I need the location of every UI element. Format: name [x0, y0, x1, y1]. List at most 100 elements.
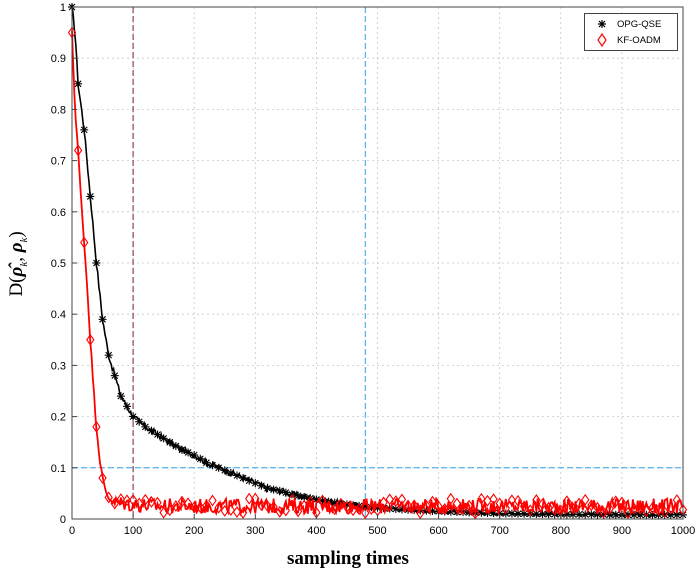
x-tick-label: 500 [368, 525, 386, 537]
data-point-opg-qse [80, 125, 89, 134]
y-tick-label: 0.5 [51, 258, 66, 270]
data-point-kf-oadm [183, 497, 193, 510]
data-point-opg-qse [74, 79, 83, 88]
data-point-kf-oadm [104, 491, 113, 504]
y-axis-label: D(ρ̂k, ρk) [6, 231, 30, 297]
data-point-opg-qse [220, 466, 229, 475]
legend-label-opg-qse: OPG-QSE [617, 18, 662, 30]
y-tick-label: 0 [60, 514, 66, 526]
data-point-kf-oadm [471, 507, 480, 520]
data-point-kf-oadm [422, 499, 431, 512]
data-point-kf-oadm [495, 497, 504, 510]
data-point-opg-qse [196, 454, 205, 463]
data-point-kf-oadm [568, 502, 578, 515]
data-point-kf-oadm [593, 501, 602, 514]
data-point-opg-qse [165, 438, 174, 447]
data-point-kf-oadm [214, 501, 223, 514]
data-point-kf-oadm [238, 506, 248, 519]
data-point-opg-qse [171, 442, 180, 451]
data-point-kf-oadm [452, 497, 462, 510]
data-point-kf-oadm [354, 503, 364, 516]
x-tick-label: 100 [124, 525, 142, 537]
data-point-kf-oadm [428, 495, 437, 508]
data-point-kf-oadm [550, 503, 559, 516]
data-point-kf-oadm [623, 506, 633, 519]
data-point-kf-oadm [458, 502, 468, 515]
data-point-kf-oadm [153, 496, 162, 509]
data-point-kf-oadm [538, 498, 547, 511]
x-tick-label: 200 [185, 525, 203, 537]
data-point-kf-oadm [190, 501, 199, 514]
y-tick-label: 0.3 [51, 360, 66, 372]
data-point-kf-oadm [440, 502, 449, 515]
data-point-opg-qse [269, 485, 278, 494]
data-point-kf-oadm [489, 493, 498, 506]
data-point-kf-oadm [263, 500, 272, 513]
data-point-kf-oadm [147, 495, 156, 508]
x-tick-label: 1000 [671, 525, 695, 537]
legend: OPG-QSE KF-OADM [584, 13, 678, 51]
data-point-kf-oadm [116, 493, 126, 506]
legend-item-opg-qse: OPG-QSE [589, 17, 661, 31]
data-point-opg-qse [147, 426, 156, 435]
data-point-opg-qse [275, 486, 284, 495]
x-tick-label: 0 [69, 525, 75, 537]
data-point-kf-oadm [251, 492, 260, 505]
data-point-kf-oadm [654, 504, 663, 517]
data-point-kf-oadm [507, 494, 517, 507]
data-point-kf-oadm [599, 506, 608, 519]
data-point-kf-oadm [574, 497, 584, 510]
data-point-opg-qse [159, 434, 168, 443]
data-point-opg-qse [239, 474, 248, 483]
data-point-kf-oadm [80, 236, 89, 249]
data-point-opg-qse [208, 461, 217, 470]
data-point-opg-qse [251, 479, 260, 488]
legend-item-kf-oadm: KF-OADM [589, 33, 661, 47]
data-point-kf-oadm [232, 506, 242, 519]
data-point-opg-qse [232, 471, 241, 480]
data-point-kf-oadm [446, 492, 455, 505]
y-tick-label: 0.4 [51, 309, 66, 321]
data-point-kf-oadm [434, 500, 443, 513]
data-point-kf-oadm [629, 502, 639, 515]
data-point-kf-oadm [562, 495, 572, 508]
data-point-kf-oadm [477, 492, 486, 505]
data-point-opg-qse [294, 491, 303, 500]
data-point-kf-oadm [330, 503, 339, 516]
y-tick-label: 1 [60, 2, 66, 14]
data-point-opg-qse [116, 392, 125, 401]
data-point-kf-oadm [135, 497, 144, 510]
data-point-kf-oadm [367, 503, 376, 515]
data-point-kf-oadm [526, 504, 535, 517]
data-point-kf-oadm [379, 496, 388, 509]
data-point-kf-oadm [159, 506, 168, 519]
data-point-kf-oadm [122, 494, 132, 507]
x-axis-ticks: 0 100 200 300 400 500 600 700 800 900 1000 [69, 514, 695, 537]
data-point-kf-oadm [128, 494, 138, 506]
data-point-opg-qse [226, 468, 235, 477]
legend-label-kf-oadm: KF-OADM [617, 34, 661, 46]
data-point-opg-qse [257, 481, 266, 490]
data-point-opg-qse [300, 492, 309, 501]
data-point-kf-oadm [165, 504, 174, 517]
x-tick-label: 300 [246, 525, 264, 537]
data-point-kf-oadm [501, 502, 510, 515]
data-point-kf-oadm [141, 493, 150, 506]
y-tick-label: 0.2 [51, 412, 66, 424]
data-point-opg-qse [153, 430, 162, 439]
diamond-marker-icon [597, 33, 607, 47]
data-point-kf-oadm [532, 494, 541, 506]
series-layer [67, 3, 688, 520]
data-point-kf-oadm [672, 494, 682, 507]
data-point-kf-oadm [171, 499, 181, 512]
data-point-kf-oadm [611, 495, 620, 508]
data-point-opg-qse [202, 458, 211, 467]
asterisk-marker-icon [598, 20, 606, 28]
data-point-opg-qse [135, 417, 144, 426]
y-tick-label: 0.1 [51, 463, 66, 475]
data-point-kf-oadm [220, 504, 229, 517]
data-point-kf-oadm [300, 499, 309, 512]
data-point-kf-oadm [287, 493, 297, 506]
data-point-kf-oadm [513, 494, 523, 507]
data-point-kf-oadm [666, 502, 675, 514]
